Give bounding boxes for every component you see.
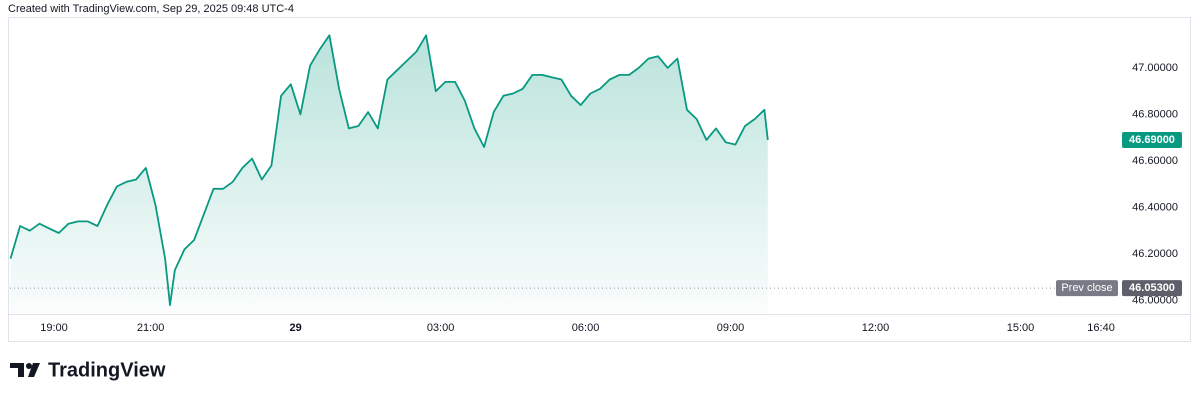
brand-name: TradingView <box>48 359 166 381</box>
y-tick-label: 46.00000 <box>1132 294 1178 306</box>
last-price-badge <box>1122 131 1182 148</box>
y-tick-label: 46.60000 <box>1132 155 1178 167</box>
last-price-label: 46.69000 <box>1129 134 1175 146</box>
x-tick-label: 06:00 <box>572 322 600 334</box>
prev-close-name: Prev close <box>1061 282 1112 294</box>
price-line <box>9 34 769 306</box>
prev-close-label: 46.05300 <box>1129 282 1175 294</box>
x-tick-label: 12:00 <box>862 322 890 334</box>
y-tick-label: 46.80000 <box>1132 108 1178 120</box>
prev-close-badge <box>1056 280 1118 297</box>
x-tick-label: 15:00 <box>1007 322 1035 334</box>
area-fill <box>10 35 768 314</box>
x-tick-label: 16:40 <box>1087 322 1115 334</box>
y-tick-label: 46.20000 <box>1132 248 1178 260</box>
x-tick-label: 03:00 <box>427 322 455 334</box>
y-tick-label: 46.40000 <box>1132 201 1178 213</box>
panel-border <box>8 17 1191 342</box>
x-tick-label: 21:00 <box>137 322 165 334</box>
x-tick-label: 29 <box>289 322 301 334</box>
x-tick-label: 19:00 <box>40 322 68 334</box>
prev-close-value-badge <box>1122 280 1182 297</box>
y-tick-label: 47.00000 <box>1132 62 1178 74</box>
header: Created with TradingView.com, Sep 29, 20… <box>8 3 294 15</box>
x-tick-label: 09:00 <box>717 322 745 334</box>
brand-logo <box>10 363 40 377</box>
